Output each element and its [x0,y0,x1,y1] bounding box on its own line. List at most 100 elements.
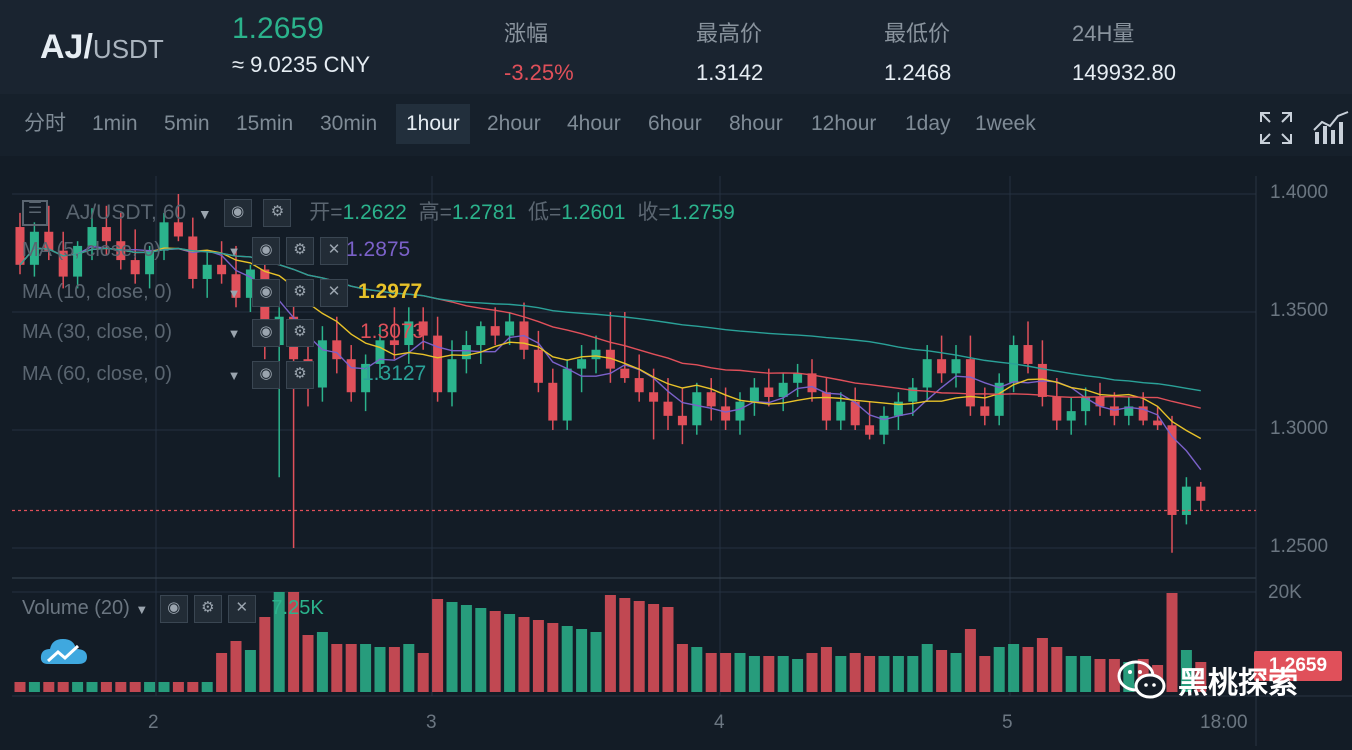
ma30-value: 1.3073 [360,320,425,343]
candle-body [1109,406,1119,416]
chevron-down-icon[interactable]: ▼ [227,368,241,383]
volume-bar [763,656,775,692]
eye-icon[interactable]: ◉ [223,199,252,228]
chevron-down-icon[interactable]: ▼ [227,326,241,341]
eye-icon[interactable]: ◉ [252,318,280,347]
tab-12hour[interactable]: 12hour [811,112,877,135]
candle-body [346,359,356,393]
stat-high: 最高价 1.3142 [696,16,763,86]
indicator-label: MA (5, close, 0) [22,239,161,261]
candle-body [620,368,630,379]
symbol-label[interactable]: AJ/USDT, 60 [65,201,187,224]
candle-body [937,359,947,374]
eye-icon[interactable]: ◉ [252,278,280,307]
gear-icon[interactable]: ⚙ [286,236,314,265]
candle-body [706,392,716,407]
ma10-value: 1.2977 [358,280,423,303]
volume-bar [1094,659,1106,692]
volume-bar [158,682,170,692]
candle-body [145,250,155,275]
pair-base: AJ/ [40,28,93,66]
candle-body [865,425,875,435]
indicators-icon[interactable] [1312,110,1350,146]
collapse-button[interactable]: ☰ [22,200,48,227]
tab-8hour[interactable]: 8hour [729,112,783,135]
chevron-down-icon[interactable]: ▼ [227,286,241,301]
gear-icon[interactable]: ⚙ [263,199,292,228]
volume-bar [446,602,458,692]
volume-bar [43,682,55,692]
volume-bar [1051,647,1063,692]
gear-icon[interactable]: ⚙ [286,360,314,389]
tab-6hour[interactable]: 6hour [648,112,702,135]
indicator-ma60[interactable]: MA (60, close, 0) ▼ ◉ ⚙ [22,360,314,389]
candle-body [994,382,1004,416]
tab-4hour[interactable]: 4hour [567,112,621,135]
tab-1hour[interactable]: 1hour [396,104,470,144]
tab-timeline[interactable]: 分时 [24,112,66,135]
indicator-ma10[interactable]: MA (10, close, 0) ▼ ◉ ⚙ ✕ [22,278,348,307]
gear-icon[interactable]: ⚙ [286,318,314,347]
gear-icon[interactable]: ⚙ [286,278,314,307]
fullscreen-icon[interactable] [1258,110,1294,146]
candle-body [1066,411,1076,421]
candlestick-chart[interactable] [0,156,1352,746]
volume-bar [100,682,112,692]
candle-body [159,222,169,251]
time-tick: 3 [426,712,437,733]
volume-bar [374,647,386,692]
tab-5min[interactable]: 5min [164,112,210,135]
time-tick: 2 [148,712,159,733]
indicator-ma5[interactable]: MA (5, close, 0) ▼ ◉ ⚙ ✕ [22,236,348,265]
volume-bar [892,656,904,692]
tab-1week[interactable]: 1week [975,112,1036,135]
candle-body [721,406,731,421]
close-icon[interactable]: ✕ [227,594,256,623]
ma60-value: 1.3127 [362,362,427,385]
chevron-down-icon[interactable]: ▼ [197,206,212,222]
indicator-ma30[interactable]: MA (30, close, 0) ▼ ◉ ⚙ [22,318,314,347]
close-icon[interactable]: ✕ [320,236,348,265]
candle-body [749,387,759,402]
volume-bar [590,632,602,692]
volume-tick: 20K [1268,582,1302,603]
cny-price: ≈ 9.0235 CNY [232,52,371,77]
candle-body [101,227,111,242]
volume-bar [691,647,703,692]
candle-body [130,260,140,275]
volume-bar [849,653,861,692]
chevron-down-icon[interactable]: ▼ [227,244,241,259]
tab-1min[interactable]: 1min [92,112,138,135]
volume-bar [864,656,876,692]
gear-icon[interactable]: ⚙ [193,594,222,623]
eye-icon[interactable]: ◉ [252,360,280,389]
candle-body [461,345,471,360]
tab-30min[interactable]: 30min [320,112,378,135]
eye-icon[interactable]: ◉ [159,594,188,623]
tab-15min[interactable]: 15min [236,112,294,135]
volume-bar [1180,650,1192,692]
trading-pair[interactable]: AJ/USDT [40,28,164,67]
candle-body [577,359,587,369]
volume-bar [129,682,141,692]
price-tick: 1.4000 [1270,182,1329,203]
tab-1day[interactable]: 1day [905,112,951,135]
chevron-down-icon[interactable]: ▼ [135,602,149,617]
candle-body [87,227,97,246]
candle-body [836,401,846,421]
stat-label: 24H量 [1072,21,1135,46]
chart-area[interactable]: ☰ AJ/USDT, 60 ▼ ◉ ⚙ 开=1.2622 高=1.2781 低=… [0,156,1352,746]
candle-body [793,373,803,383]
candle-body [735,401,745,421]
eye-icon[interactable]: ◉ [252,236,280,265]
volume-bar [57,682,69,692]
tab-2hour[interactable]: 2hour [487,112,541,135]
volume-bar [244,650,256,692]
stat-label: 最低价 [884,21,951,46]
close-value: 1.2759 [670,201,735,224]
close-icon[interactable]: ✕ [320,278,348,307]
watermark: 黑桃探索 [1116,656,1298,704]
stat-label: 涨幅 [504,21,549,46]
candle-body [1095,396,1105,407]
volume-legend[interactable]: Volume (20) ▼ ◉ ⚙ ✕ 7.25K [22,594,324,623]
